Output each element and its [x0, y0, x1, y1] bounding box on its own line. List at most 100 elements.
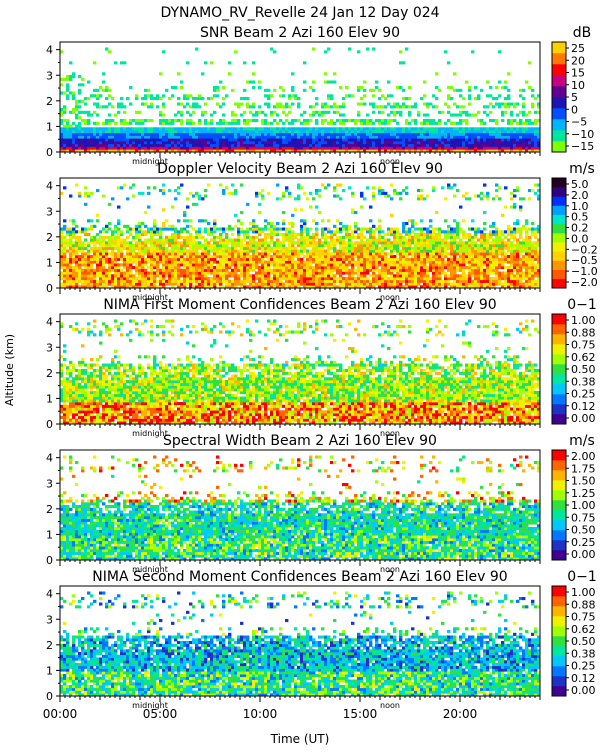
heatmap-cell	[342, 272, 345, 275]
heatmap-cell	[156, 250, 159, 253]
heatmap-cell	[393, 239, 396, 242]
heatmap-cell	[363, 258, 366, 261]
heatmap-cell	[333, 195, 336, 198]
heatmap-cell	[312, 241, 315, 244]
heatmap-cell	[237, 133, 240, 136]
heatmap-cell	[273, 225, 276, 228]
heatmap-cell	[234, 127, 237, 130]
heatmap-cell	[147, 130, 150, 133]
heatmap-cell	[297, 241, 300, 244]
heatmap-cell	[531, 89, 534, 92]
heatmap-cell	[171, 274, 174, 277]
heatmap-cell	[225, 283, 228, 286]
heatmap-cell	[96, 233, 99, 236]
heatmap-cell	[198, 247, 201, 250]
heatmap-cell	[252, 222, 255, 225]
heatmap-cell	[492, 97, 495, 100]
heatmap-cell	[282, 89, 285, 92]
heatmap-cell	[480, 141, 483, 144]
heatmap-cell	[351, 241, 354, 244]
heatmap-cell	[168, 133, 171, 136]
heatmap-cell	[198, 233, 201, 236]
heatmap-cell	[249, 133, 252, 136]
heatmap-cell	[150, 266, 153, 269]
heatmap-cell	[324, 81, 327, 84]
heatmap-cell	[291, 252, 294, 255]
heatmap-cell	[336, 258, 339, 261]
heatmap-cell	[255, 277, 258, 280]
heatmap-cell	[180, 261, 183, 264]
heatmap-cell	[153, 244, 156, 247]
heatmap-cell	[222, 122, 225, 125]
heatmap-cell	[243, 250, 246, 253]
heatmap-cell	[372, 239, 375, 242]
heatmap-cell	[291, 147, 294, 150]
heatmap-cell	[306, 241, 309, 244]
heatmap-cell	[474, 86, 477, 89]
heatmap-cell	[165, 89, 168, 92]
heatmap-cell	[444, 147, 447, 150]
heatmap-cell	[171, 241, 174, 244]
heatmap-cell	[507, 147, 510, 150]
heatmap-cell	[360, 244, 363, 247]
heatmap-cell	[141, 258, 144, 261]
heatmap-cell	[390, 244, 393, 247]
heatmap-cell	[474, 133, 477, 136]
heatmap-cell	[288, 255, 291, 258]
heatmap-cell	[213, 274, 216, 277]
heatmap-cell	[240, 261, 243, 264]
heatmap-cell	[375, 138, 378, 141]
heatmap-cell	[249, 283, 252, 286]
heatmap-cell	[405, 247, 408, 250]
heatmap-cell	[513, 127, 516, 130]
heatmap-cell	[69, 138, 72, 141]
heatmap-cell	[420, 195, 423, 198]
heatmap-cell	[147, 147, 150, 150]
heatmap-cell	[162, 141, 165, 144]
heatmap-cell	[159, 236, 162, 239]
heatmap-cell	[432, 138, 435, 141]
heatmap-cell	[102, 239, 105, 242]
heatmap-cell	[432, 141, 435, 144]
heatmap-cell	[279, 255, 282, 258]
heatmap-cell	[420, 97, 423, 100]
heatmap-cell	[429, 144, 432, 147]
heatmap-cell	[231, 239, 234, 242]
heatmap-cell	[360, 195, 363, 198]
heatmap-cell	[336, 138, 339, 141]
heatmap-cell	[315, 233, 318, 236]
heatmap-cell	[144, 230, 147, 233]
heatmap-cell	[231, 255, 234, 258]
heatmap-cell	[198, 122, 201, 125]
heatmap-cell	[183, 219, 186, 222]
heatmap-cell	[120, 119, 123, 122]
heatmap-cell	[324, 111, 327, 114]
heatmap-cell	[219, 141, 222, 144]
heatmap-cell	[375, 147, 378, 150]
heatmap-cell	[201, 144, 204, 147]
heatmap-cell	[192, 228, 195, 231]
heatmap-cell	[453, 136, 456, 139]
heatmap-cell	[390, 269, 393, 272]
heatmap-cell	[129, 283, 132, 286]
heatmap-cell	[342, 263, 345, 266]
heatmap-cell	[396, 263, 399, 266]
heatmap-cell	[381, 280, 384, 283]
heatmap-cell	[189, 241, 192, 244]
colorbar-tick-label: 15	[571, 67, 585, 80]
heatmap-cell	[468, 130, 471, 133]
heatmap-cell	[456, 127, 459, 130]
heatmap-cell	[117, 127, 120, 130]
heatmap-cell	[267, 263, 270, 266]
heatmap-cell	[423, 269, 426, 272]
heatmap-cell	[291, 283, 294, 286]
heatmap-cell	[342, 138, 345, 141]
heatmap-cell	[387, 136, 390, 139]
heatmap-cell	[231, 133, 234, 136]
heatmap-cell	[282, 283, 285, 286]
heatmap-cell	[126, 283, 129, 286]
heatmap-cell	[300, 252, 303, 255]
heatmap-cell	[72, 247, 75, 250]
heatmap-cell	[294, 208, 297, 211]
heatmap-cell	[138, 192, 141, 195]
